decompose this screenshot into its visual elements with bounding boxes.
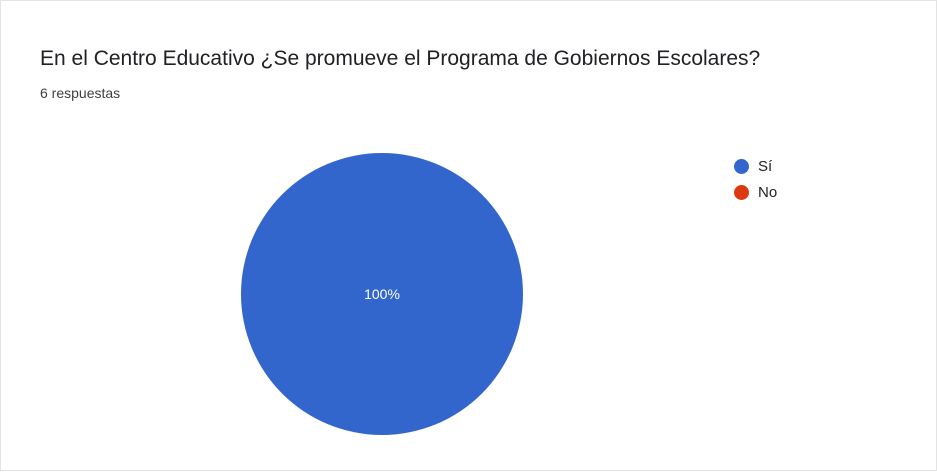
response-count: 6 respuestas	[40, 85, 121, 101]
legend-item-no[interactable]: No	[734, 179, 777, 205]
pie-slice-s[interactable]	[241, 153, 523, 435]
pie-label-s: 100%	[364, 286, 400, 302]
legend-label-no: No	[758, 183, 778, 201]
chart-title: En el Centro Educativo ¿Se promueve el P…	[40, 47, 761, 70]
legend-swatch-no	[734, 184, 749, 200]
legend-label-si: Sí	[758, 157, 773, 175]
legend: Sí No	[734, 153, 777, 205]
legend-item-si[interactable]: Sí	[734, 153, 777, 179]
legend-swatch-si	[734, 158, 749, 174]
